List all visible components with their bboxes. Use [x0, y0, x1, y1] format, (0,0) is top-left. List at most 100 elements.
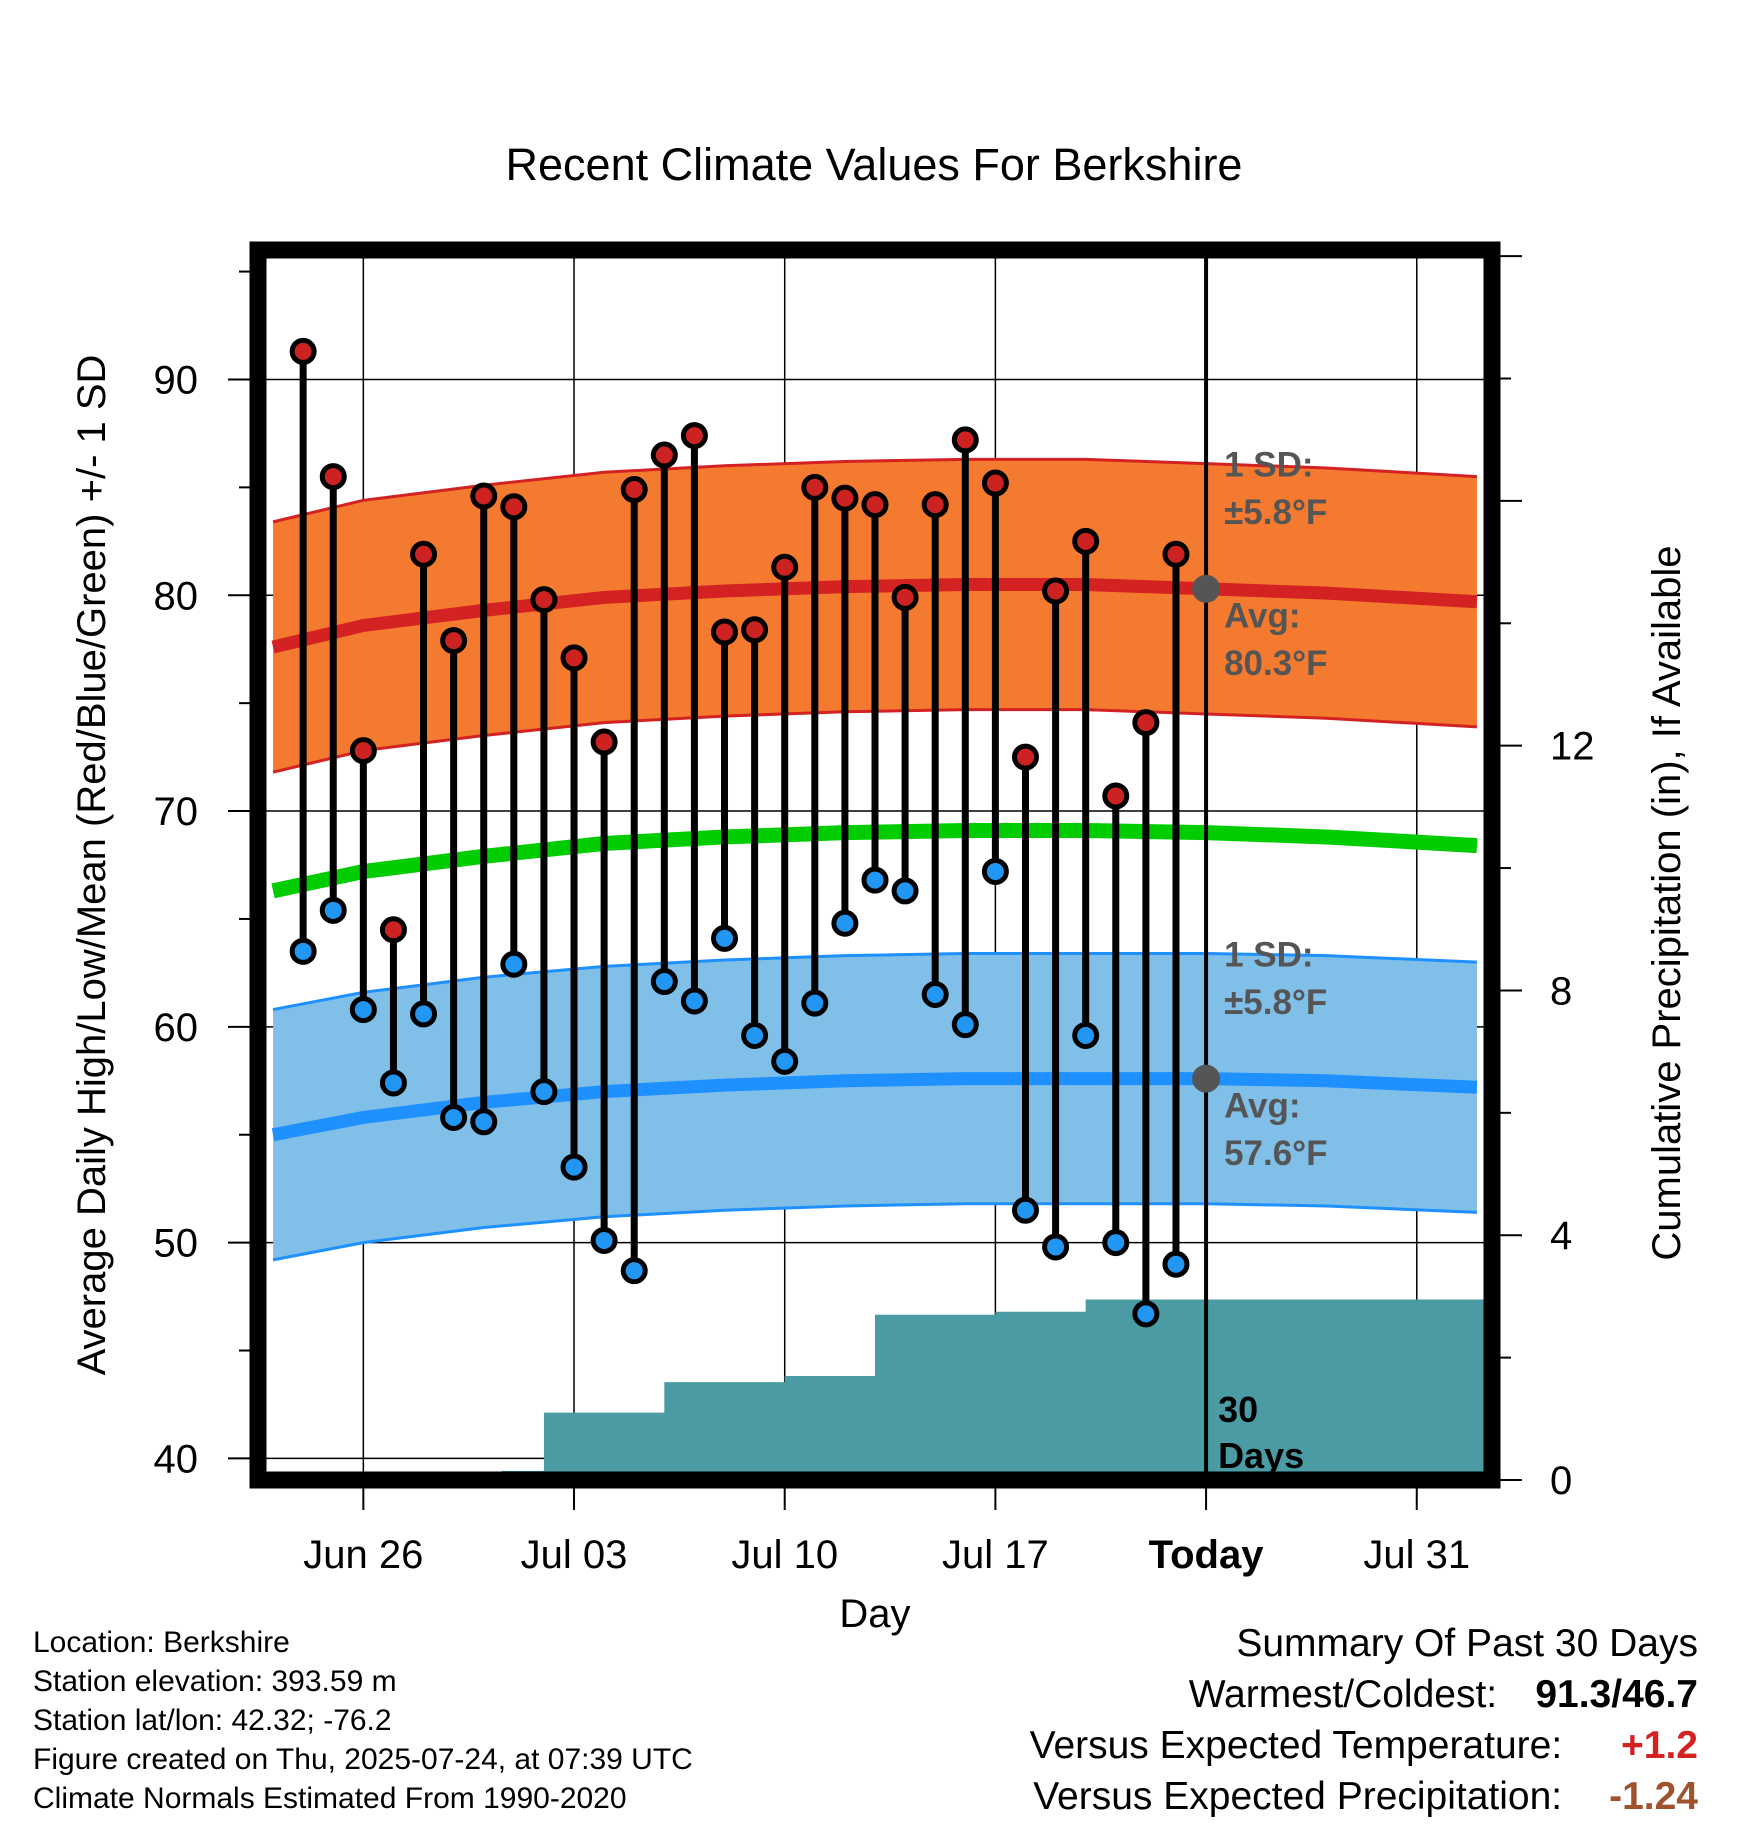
daily-high-point	[831, 484, 859, 512]
daily-high-point	[981, 469, 1009, 497]
x-tick-label: Jun 26	[303, 1533, 423, 1577]
daily-low-point	[981, 857, 1009, 885]
daily-high-point	[620, 476, 648, 504]
daily-high-point	[921, 491, 949, 519]
summary-warmest-coldest: Warmest/Coldest: 91.3/46.7	[1030, 1669, 1698, 1720]
daily-low-point	[470, 1108, 498, 1136]
daily-high-point	[1011, 743, 1039, 771]
daily-low-point	[620, 1257, 648, 1285]
high-avg-marker	[1192, 574, 1221, 603]
daily-high-point	[440, 627, 468, 655]
daily-low-point	[891, 877, 919, 905]
precipitation-area	[258, 1299, 1492, 1480]
location-text: Location: Berkshire	[33, 1626, 290, 1659]
daily-low-point	[1042, 1233, 1070, 1261]
daily-high-point	[560, 644, 588, 672]
daily-high-point	[590, 728, 618, 756]
summary-panel: Summary Of Past 30 Days Warmest/Coldest:…	[1030, 1618, 1698, 1822]
y-tick-label: 80	[154, 574, 199, 618]
high-avg-value: 80.3°F	[1224, 644, 1328, 683]
daily-low-point	[831, 909, 859, 937]
daily-high-point	[891, 583, 919, 611]
daily-high-point	[801, 473, 829, 501]
daily-low-point	[349, 996, 377, 1024]
daily-low-point	[741, 1021, 769, 1049]
daily-low-point	[1102, 1229, 1130, 1257]
daily-low-point	[590, 1226, 618, 1254]
high-sd-upper-line	[272, 457, 1478, 524]
summary-precipitation: Versus Expected Precipitation: -1.24	[1030, 1771, 1698, 1822]
daily-high-point	[680, 422, 708, 450]
y2-tick-label: 4	[1550, 1214, 1572, 1258]
plot-frame	[249, 241, 1501, 1489]
y-tick-label: 70	[154, 790, 199, 834]
daily-high-point	[319, 463, 347, 491]
daily-low-point	[921, 980, 949, 1008]
daily-high-point	[410, 540, 438, 568]
y2-tick-label: 12	[1550, 725, 1595, 769]
warmest-coldest-value: 91.3/46.7	[1535, 1673, 1698, 1716]
daily-low-point	[1162, 1250, 1190, 1278]
daily-low-point	[379, 1069, 407, 1097]
low-avg-marker	[1192, 1064, 1221, 1093]
x-tick-label-today: Today	[1149, 1533, 1265, 1577]
station-info: Location: Berkshire Station elevation: 3…	[33, 1623, 693, 1818]
elevation-text: Station elevation: 393.59 m	[33, 1665, 397, 1698]
x-tick-label: Jul 17	[942, 1533, 1049, 1577]
daily-high-point	[1072, 527, 1100, 555]
daily-high-point	[1132, 709, 1160, 737]
created-text: Figure created on Thu, 2025-07-24, at 07…	[33, 1743, 693, 1776]
precip-anomaly-value: -1.24	[1609, 1775, 1698, 1818]
daily-high-point	[711, 618, 739, 646]
x-axis-label: Day	[839, 1592, 910, 1636]
daily-low-point	[951, 1011, 979, 1039]
daily-low-point	[500, 950, 528, 978]
daily-low-point	[1072, 1021, 1100, 1049]
y2-tick-label: 0	[1550, 1459, 1572, 1503]
daily-low-point	[861, 866, 889, 894]
normal-low-line	[271, 1072, 1478, 1142]
daily-low-point	[801, 989, 829, 1017]
temp-anomaly-value: +1.2	[1621, 1724, 1698, 1767]
x-tick-label: Jul 31	[1363, 1533, 1470, 1577]
low-sd-value: ±5.8°F	[1224, 983, 1327, 1022]
latlon-text: Station lat/lon: 42.32; -76.2	[33, 1704, 392, 1737]
daily-high-point	[289, 337, 317, 365]
low-sd-label: 1 SD:	[1224, 935, 1313, 974]
daily-low-point	[440, 1103, 468, 1131]
low-sd-lower-line	[272, 1202, 1478, 1262]
high-avg-label: Avg:	[1224, 597, 1300, 636]
x-tick-label: Jul 10	[731, 1533, 838, 1577]
daily-low-point	[771, 1047, 799, 1075]
y2-tick-label: 8	[1550, 969, 1572, 1013]
daily-high-point	[1102, 782, 1130, 810]
daily-high-point	[771, 553, 799, 581]
low-sd-upper-line	[272, 951, 1478, 1012]
daily-low-point	[289, 937, 317, 965]
daily-low-point	[1011, 1196, 1039, 1224]
daily-high-point	[650, 441, 678, 469]
plot-area	[258, 250, 1492, 1480]
daily-low-point	[560, 1153, 588, 1181]
x-tick-label: Jul 03	[521, 1533, 628, 1577]
y-axis-label: Average Daily High/Low/Mean (Red/Blue/Gr…	[70, 355, 114, 1376]
y-tick-label: 90	[154, 358, 199, 402]
daily-high-point	[861, 491, 889, 519]
temp-anomaly-label: Versus Expected Temperature:	[1029, 1724, 1563, 1767]
high-sd-value: ±5.8°F	[1224, 493, 1327, 532]
warmest-coldest-label: Warmest/Coldest:	[1188, 1673, 1498, 1716]
days-label-number: 30	[1218, 1389, 1258, 1430]
y-tick-label: 60	[154, 1006, 199, 1050]
y2-axis-label: Cumulative Precipitation (in), If Availa…	[1645, 545, 1689, 1260]
daily-high-point	[741, 616, 769, 644]
daily-low-point	[680, 987, 708, 1015]
y-tick-label: 50	[154, 1222, 199, 1266]
daily-high-point	[530, 586, 558, 614]
high-sd-label: 1 SD:	[1224, 446, 1313, 485]
daily-low-point	[530, 1078, 558, 1106]
daily-high-point	[379, 916, 407, 944]
chart-title: Recent Climate Values For Berkshire	[506, 139, 1243, 190]
days-label-text: Days	[1218, 1435, 1304, 1476]
daily-high-point	[1162, 540, 1190, 568]
